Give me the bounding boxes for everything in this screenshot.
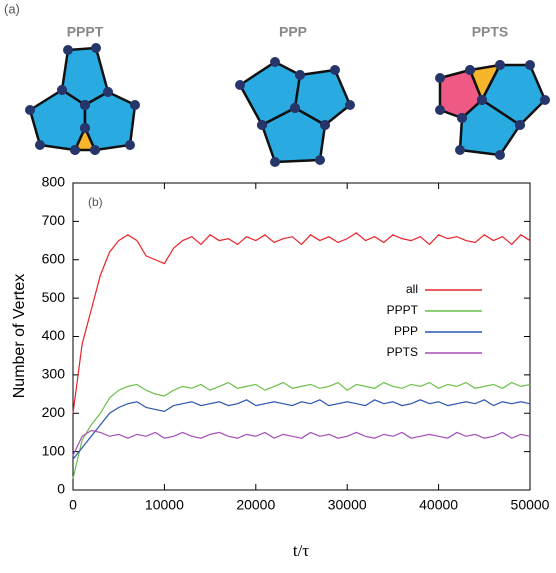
vertex — [290, 103, 300, 113]
cell — [260, 106, 327, 164]
y-axis-label: Number of Vertex — [11, 274, 28, 399]
y-tick-label: 300 — [42, 366, 66, 382]
vertex — [130, 100, 140, 110]
vertex — [457, 113, 467, 123]
vertex — [330, 65, 340, 75]
vertex — [270, 57, 280, 67]
x-axis-label: t/τ — [293, 541, 309, 560]
y-tick-label: 600 — [42, 250, 66, 266]
vertex — [345, 100, 355, 110]
y-tick-label: 700 — [42, 212, 66, 228]
vertex — [465, 65, 475, 75]
vertex — [57, 85, 67, 95]
vertex — [525, 60, 535, 70]
vertex — [270, 157, 280, 167]
vertex — [320, 120, 330, 130]
legend-label: PPPT — [387, 303, 419, 317]
y-tick-label: 400 — [42, 327, 66, 343]
vertex — [80, 123, 90, 133]
vertex — [455, 145, 465, 155]
panel-label: (b) — [88, 195, 103, 209]
series-line — [72, 232, 531, 414]
x-tick-label: 20000 — [236, 497, 275, 513]
diagram-title: PPTS — [472, 24, 509, 40]
diagram-title: PPPT — [67, 24, 104, 40]
y-tick-label: 200 — [42, 404, 66, 420]
y-tick-label: 0 — [57, 481, 65, 497]
series-line — [72, 399, 531, 460]
vertex — [515, 120, 525, 130]
vertex — [90, 145, 100, 155]
legend-label: PPTS — [387, 345, 418, 359]
vertex — [257, 120, 267, 130]
series-line — [72, 429, 531, 456]
y-tick-label: 500 — [42, 289, 66, 305]
vertex — [25, 105, 35, 115]
vertex — [435, 73, 445, 83]
vertex — [125, 140, 135, 150]
vertex — [80, 100, 90, 110]
panel-label: (a) — [4, 1, 20, 16]
legend-label: PPP — [394, 324, 418, 338]
vertex — [70, 145, 80, 155]
vertex — [35, 140, 45, 150]
diagram-ppts — [435, 60, 550, 160]
vertex — [540, 95, 550, 105]
vertex — [295, 70, 305, 80]
vertex — [63, 45, 73, 55]
y-tick-label: 100 — [42, 442, 66, 458]
vertex — [495, 60, 505, 70]
vertex — [435, 105, 445, 115]
x-tick-label: 40000 — [419, 497, 458, 513]
series-line — [72, 381, 531, 479]
vertex — [477, 95, 487, 105]
x-tick-label: 50000 — [511, 497, 550, 513]
cell — [293, 68, 352, 127]
x-tick-label: 10000 — [145, 497, 184, 513]
diagram-title: PPP — [279, 24, 307, 40]
vertex — [235, 80, 245, 90]
diagram-pppt — [25, 43, 140, 155]
x-tick-label: 30000 — [328, 497, 367, 513]
plot-frame — [72, 182, 531, 491]
legend-label: all — [406, 282, 418, 296]
diagram-ppp — [235, 57, 355, 167]
vertex — [91, 43, 101, 53]
y-tick-label: 800 — [42, 174, 66, 190]
vertex — [315, 155, 325, 165]
cell — [73, 126, 97, 152]
x-tick-label: 0 — [69, 497, 77, 513]
vertex — [103, 87, 113, 97]
vertex — [495, 150, 505, 160]
